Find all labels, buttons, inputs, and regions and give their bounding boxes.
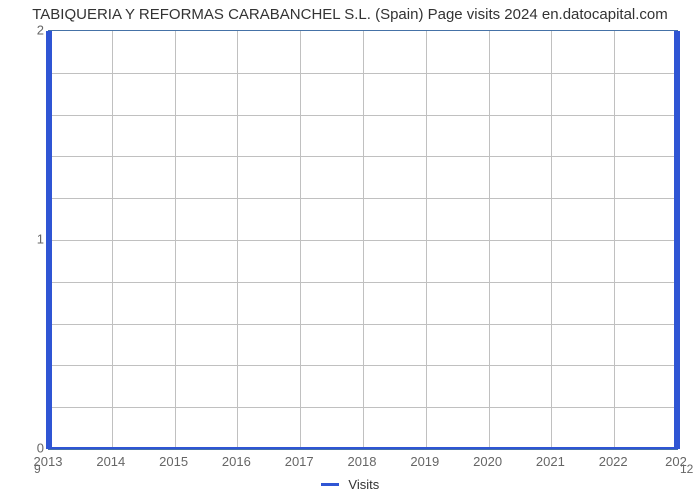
legend: Visits: [0, 476, 700, 492]
x-tick-label: 2021: [536, 454, 565, 469]
plot-area: [48, 30, 678, 450]
data-spike: [674, 31, 680, 449]
x-tick-label: 2022: [599, 454, 628, 469]
gridline-h-minor: [49, 324, 677, 325]
data-spike: [46, 31, 52, 449]
gridline-h-minor: [49, 198, 677, 199]
corner-label-right: 12: [680, 462, 693, 476]
x-tick-label: 2018: [348, 454, 377, 469]
x-tick-label: 2015: [159, 454, 188, 469]
gridline-h-minor: [49, 156, 677, 157]
gridline-h-minor: [49, 282, 677, 283]
x-tick-label: 2014: [96, 454, 125, 469]
gridline-h-minor: [49, 365, 677, 366]
y-tick-label: 2: [14, 23, 44, 38]
baseline: [49, 447, 677, 449]
gridline-h-minor: [49, 407, 677, 408]
x-tick-label: 2017: [285, 454, 314, 469]
legend-label: Visits: [348, 477, 379, 492]
gridline-h-minor: [49, 73, 677, 74]
chart-title: TABIQUERIA Y REFORMAS CARABANCHEL S.L. (…: [0, 6, 700, 23]
y-tick-label: 0: [14, 441, 44, 456]
gridline-h-minor: [49, 115, 677, 116]
y-tick-label: 1: [14, 232, 44, 247]
x-tick-label: 2016: [222, 454, 251, 469]
gridline-h: [49, 240, 677, 241]
x-tick-label: 2020: [473, 454, 502, 469]
corner-label-left: 9: [34, 462, 41, 476]
legend-swatch: [321, 483, 339, 486]
x-tick-label: 2019: [410, 454, 439, 469]
